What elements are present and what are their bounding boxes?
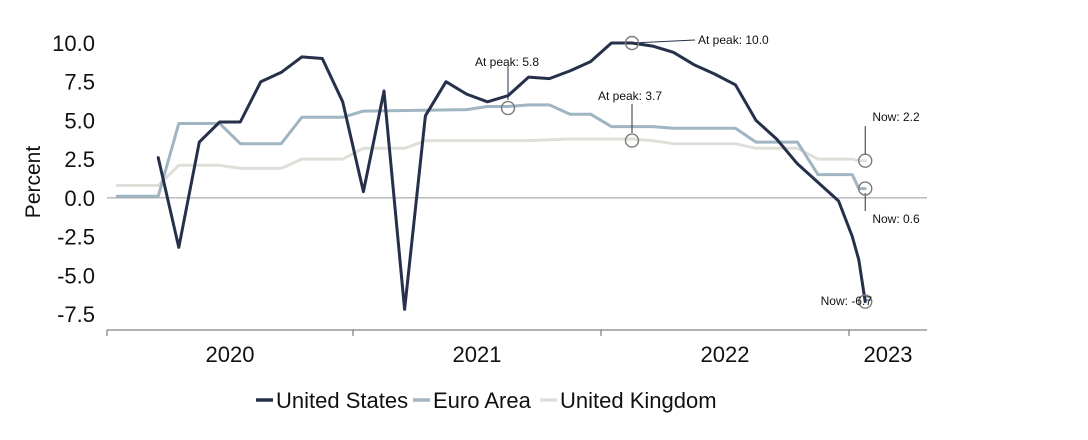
annotation-marker [624,35,640,51]
legend: United States Euro Area United Kingdom [256,388,717,413]
axes: Percent 10.0 7.5 5.0 2.5 0.0 -2.5 -5.0 -7.5 2020… [22,31,927,367]
legend-label: United States [276,388,408,413]
annotation-marker [624,133,640,148]
legend-label: Euro Area [433,388,532,413]
y-tick-label: -7.5 [57,302,95,327]
y-tick-label: -2.5 [57,225,95,250]
annotation-label: Now: 0.6 [872,212,920,226]
x-tick-label: 2022 [701,342,750,367]
annotation-marker [858,153,873,168]
x-tick-label: 2023 [864,342,913,367]
y-axis-label: Percent [22,146,45,219]
x-tick-label: 2021 [453,342,502,367]
annotation-label: At peak: 3.7 [598,89,662,103]
y-tick-label: -5.0 [57,263,95,288]
annotation-marker [500,100,516,116]
annotation-leader [631,39,696,44]
series-line-united-kingdom [115,137,867,187]
y-tick-label: 2.5 [64,147,95,172]
series-layer [115,41,867,311]
annotation-label: At peak: 5.8 [475,55,539,69]
annotation-label: Now: 2.2 [872,110,920,124]
y-tick-label: 0.0 [64,186,95,211]
x-tick-label: 2020 [206,342,255,367]
y-tick-label: 10.0 [52,31,95,56]
series-line-euro-area [115,103,867,198]
annotation-marker [858,294,873,309]
legend-label: United Kingdom [560,388,717,413]
annotation-layer: At peak: 5.8 At peak: 10.0 At peak: 3.7 Now… [475,33,920,309]
annotation-label: Now: -6.7 [821,294,873,308]
series-line-united-states [156,41,867,311]
y-tick-label: 5.0 [64,108,95,133]
y-tick-label: 7.5 [64,70,95,95]
annotation-label: At peak: 10.0 [698,33,769,47]
annotation-marker [858,181,873,196]
